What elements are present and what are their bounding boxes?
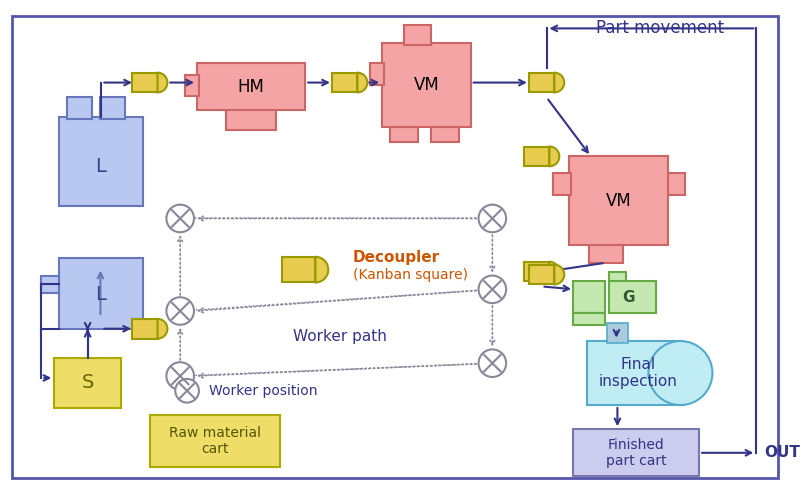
Bar: [524, 262, 548, 282]
Text: S: S: [81, 373, 94, 393]
Bar: [528, 265, 554, 285]
Bar: [370, 63, 384, 85]
Text: G: G: [622, 290, 634, 305]
Bar: [403, 25, 430, 45]
Bar: [185, 75, 198, 97]
Ellipse shape: [647, 341, 711, 405]
Text: Decoupler: Decoupler: [352, 250, 439, 265]
Text: Finished
part cart: Finished part cart: [605, 438, 666, 468]
Bar: [132, 73, 157, 93]
Bar: [41, 276, 59, 294]
Circle shape: [166, 297, 194, 325]
Bar: [608, 272, 626, 292]
Wedge shape: [315, 257, 328, 283]
Text: L: L: [95, 157, 106, 176]
Circle shape: [166, 362, 194, 390]
Wedge shape: [357, 73, 367, 93]
Bar: [381, 43, 470, 127]
Bar: [524, 147, 548, 166]
Bar: [132, 319, 157, 339]
Bar: [586, 341, 679, 405]
Bar: [552, 173, 570, 195]
Bar: [149, 415, 279, 467]
Bar: [226, 110, 275, 130]
Wedge shape: [554, 265, 564, 285]
Wedge shape: [548, 147, 559, 166]
Text: L: L: [95, 285, 106, 304]
Bar: [608, 282, 655, 313]
Wedge shape: [548, 262, 559, 282]
Bar: [197, 63, 305, 110]
Bar: [573, 313, 604, 325]
Text: VM: VM: [413, 76, 438, 94]
Bar: [528, 73, 554, 93]
Bar: [59, 117, 143, 205]
Bar: [569, 156, 666, 245]
Circle shape: [478, 349, 506, 377]
Bar: [573, 429, 699, 477]
Bar: [666, 173, 684, 195]
Bar: [573, 282, 604, 313]
Text: Worker position: Worker position: [209, 384, 317, 398]
Wedge shape: [157, 319, 167, 339]
Wedge shape: [554, 73, 564, 93]
Bar: [430, 127, 459, 142]
Text: HM: HM: [238, 78, 264, 96]
Bar: [54, 358, 121, 407]
Text: Final
inspection: Final inspection: [598, 357, 677, 389]
Text: OUT: OUT: [763, 446, 799, 460]
Bar: [67, 98, 92, 119]
Text: (Kanban square): (Kanban square): [352, 268, 467, 282]
Bar: [605, 323, 627, 343]
Text: Raw material
cart: Raw material cart: [169, 426, 260, 456]
Circle shape: [478, 204, 506, 232]
Circle shape: [166, 204, 194, 232]
Bar: [389, 127, 417, 142]
Text: Worker path: Worker path: [292, 329, 386, 344]
Bar: [100, 98, 125, 119]
Wedge shape: [157, 73, 167, 93]
Text: VM: VM: [605, 192, 630, 210]
Text: Part movement: Part movement: [595, 19, 723, 38]
Bar: [282, 257, 315, 283]
Bar: [59, 258, 143, 329]
Bar: [332, 73, 357, 93]
Circle shape: [478, 276, 506, 303]
Circle shape: [175, 379, 198, 402]
Bar: [588, 245, 622, 263]
